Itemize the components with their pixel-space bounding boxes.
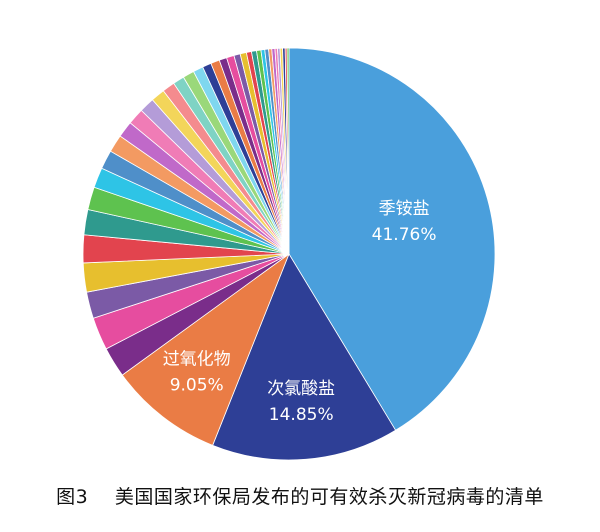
pie-labels: 季铵盐 41.76% 次氯酸盐 14.85% 过氧化物 9.05% [163, 199, 437, 425]
pie-slice-39 [286, 47, 290, 255]
pie-slices [82, 47, 496, 461]
slice-label-name: 次氯酸盐 [267, 379, 335, 399]
pie-slice-次氯酸盐 [212, 253, 397, 461]
slice-label-value: 9.05% [170, 376, 224, 396]
pie-slice-过氧化物 [121, 253, 290, 446]
figure-caption: 图3 美国国家环保局发布的可有效杀灭新冠病毒的清单 [0, 482, 600, 509]
figure-caption-text: 美国国家环保局发布的可有效杀灭新冠病毒的清单 [114, 486, 544, 508]
slice-label-name: 季铵盐 [379, 199, 430, 219]
pie-chart: 季铵盐 41.76% 次氯酸盐 14.85% 过氧化物 9.05% [82, 47, 496, 461]
slice-label-value: 41.76% [372, 225, 437, 245]
slice-label-value: 14.85% [269, 405, 334, 425]
slice-label-name: 过氧化物 [163, 350, 231, 370]
pie-slice-季铵盐 [288, 47, 496, 431]
figure-number: 图3 [56, 486, 89, 508]
